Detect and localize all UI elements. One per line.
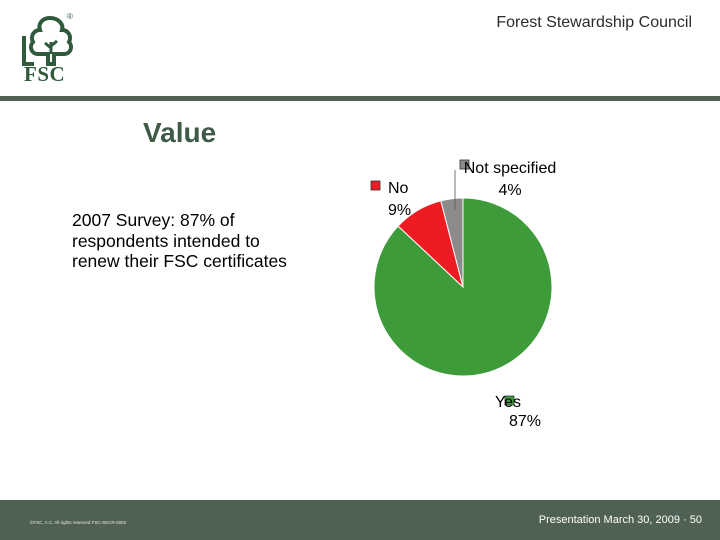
registered-mark: ® (67, 12, 73, 21)
data-label-no-label: No (388, 180, 409, 197)
header-rule (0, 96, 720, 101)
data-label-not-specified-label: Not specified (464, 160, 557, 177)
slide-body-text: 2007 Survey: 87% of respondents intended… (72, 210, 287, 271)
pie-chart: Yes 87% No 9% Not specified 4% (370, 159, 557, 430)
data-label-yes-label: Yes (495, 394, 521, 411)
data-label-yes-display: 87% (509, 413, 541, 430)
presentation-info: Presentation March 30, 2009 · 50 (538, 514, 702, 526)
logo-text: FSC (24, 62, 66, 86)
data-label-not-specified-display: 4% (498, 182, 521, 199)
slide-title: Value (143, 117, 217, 148)
pie-slice-not-specified (440, 197, 464, 288)
organization-name: Forest Stewardship Council (496, 14, 692, 31)
label-swatch-not-specified (459, 159, 470, 170)
footer-bar (0, 500, 720, 540)
data-label-no-display: 9% (388, 202, 411, 219)
label-swatch-yes (504, 395, 515, 406)
label-swatch-no (370, 180, 381, 191)
copyright-text: ©FSC, A.C. All rights reserved FSC-SECR-… (30, 520, 127, 525)
fsc-tree-logo-icon (22, 15, 74, 66)
